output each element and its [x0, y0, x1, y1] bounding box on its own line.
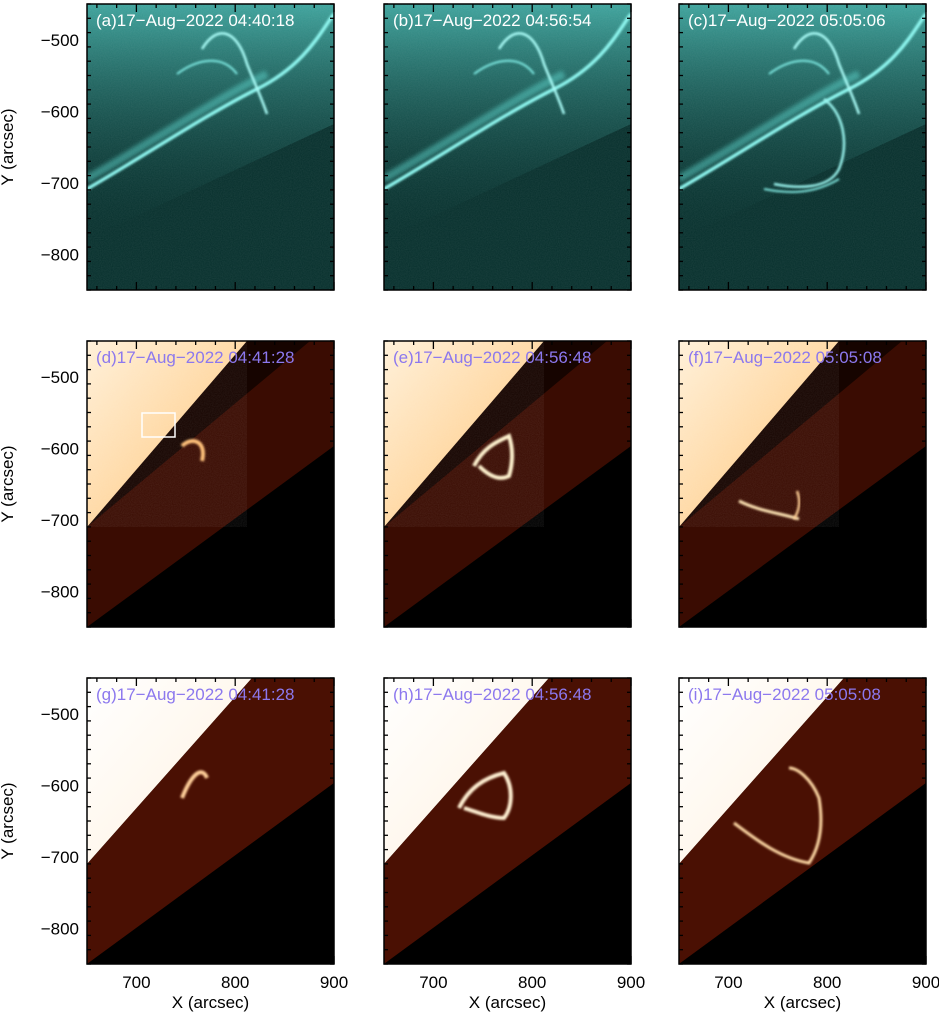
panel-axes: −500 −600 −700 −800 Y (arcsec) 700 800 900 X (ar… [0, 677, 348, 1012]
y-tick-label: −700 [41, 511, 79, 530]
panel-label: (d)17−Aug−2022 04:41:28 [96, 348, 295, 367]
outside-field [679, 446, 926, 627]
x-axis-label: X (arcsec) [172, 993, 249, 1012]
coronal-loop [200, 32, 269, 115]
noise-texture [87, 341, 247, 527]
outside-field [87, 446, 334, 627]
off-limb-region [384, 678, 631, 964]
outside-field [679, 783, 926, 964]
x-tick-label: 700 [419, 973, 447, 992]
region-box [141, 412, 176, 438]
x-axis-label: X (arcsec) [469, 993, 546, 1012]
flare-ribbon [180, 439, 205, 462]
panel-label: (a)17−Aug−2022 04:40:18 [96, 11, 295, 30]
prominence [180, 770, 209, 799]
image-panel: (a)17−Aug−2022 04:40:18 [86, 3, 335, 291]
panel-label: (i)17−Aug−2022 05:05:08 [688, 685, 881, 704]
image-panel: (h)17−Aug−2022 04:56:48 [383, 677, 632, 965]
noise-texture [679, 341, 839, 527]
panel-axes: −500 −600 −700 −800 Y (arcsec) [0, 3, 335, 291]
y-tick-label: −800 [41, 245, 79, 264]
image-panel: (b)17−Aug−2022 04:56:54 [383, 3, 632, 291]
erupting-loop [773, 98, 846, 189]
coronal-loop [176, 59, 238, 75]
erupting-loop [763, 178, 840, 193]
outside-field [87, 783, 334, 964]
panel-axes: 700 800 900 X (arcsec) [384, 677, 645, 1012]
outside-field [384, 783, 631, 964]
panel-axes [384, 340, 632, 628]
y-tick-label: −500 [41, 31, 79, 50]
image-panel: (i)17−Aug−2022 05:05:08 [678, 677, 927, 965]
panel-axes: 700 800 900 X (arcsec) [679, 677, 939, 1012]
x-tick-label: 800 [221, 973, 249, 992]
panel-label: (e)17−Aug−2022 04:56:48 [393, 348, 592, 367]
flare-ribbon [472, 433, 514, 480]
x-tick-label: 900 [617, 973, 645, 992]
x-tick-label: 700 [714, 973, 742, 992]
y-axis-label: Y (arcsec) [0, 782, 17, 859]
off-limb-region [679, 678, 926, 964]
x-tick-label: 700 [122, 973, 150, 992]
outside-field [384, 446, 631, 627]
y-tick-label: −600 [41, 439, 79, 458]
flare-ribbon [792, 490, 801, 520]
limb-line [384, 12, 631, 191]
y-tick-label: −700 [41, 848, 79, 867]
panel-label: (h)17−Aug−2022 04:56:48 [393, 685, 592, 704]
limb-line [87, 12, 334, 191]
y-tick-label: −800 [41, 582, 79, 601]
coronal-loop [768, 59, 830, 75]
panel-axes [384, 3, 632, 291]
x-tick-label: 800 [518, 973, 546, 992]
image-panel: (g)17−Aug−2022 04:41:28 [86, 677, 335, 965]
image-panel: (f)17−Aug−2022 05:05:08 [678, 340, 927, 628]
y-tick-label: −600 [41, 102, 79, 121]
image-panel: (e)17−Aug−2022 04:56:48 [383, 340, 632, 628]
limb-glow [87, 70, 269, 183]
panel-label: (b)17−Aug−2022 04:56:54 [393, 11, 592, 30]
y-tick-label: −600 [41, 776, 79, 795]
limb-glow [384, 70, 566, 183]
limb-glow [679, 70, 861, 183]
noise-texture [679, 4, 926, 290]
image-panel: (d)17−Aug−2022 04:41:28 [86, 340, 335, 628]
coronal-loop [497, 32, 566, 115]
panel-axes: −500 −600 −700 −800 Y (arcsec) [0, 340, 335, 628]
off-limb-region [87, 678, 334, 964]
x-tick-label: 900 [912, 973, 939, 992]
y-tick-label: −800 [41, 919, 79, 938]
coronal-loop [792, 32, 861, 115]
x-tick-label: 900 [320, 973, 348, 992]
panel-label: (g)17−Aug−2022 04:41:28 [96, 685, 295, 704]
y-tick-label: −500 [41, 368, 79, 387]
prominence [733, 766, 823, 865]
coronal-loop [473, 59, 535, 75]
y-axis-label: Y (arcsec) [0, 108, 17, 185]
x-axis-label: X (arcsec) [764, 993, 841, 1012]
x-tick-label: 800 [813, 973, 841, 992]
y-tick-label: −500 [41, 705, 79, 724]
panel-label: (f)17−Aug−2022 05:05:08 [688, 348, 882, 367]
noise-texture [384, 341, 544, 527]
noise-texture [384, 4, 631, 290]
image-panel: (c)17−Aug−2022 05:05:06 [678, 3, 927, 291]
limb-line [679, 12, 926, 191]
panel-axes [679, 340, 927, 628]
noise-texture [87, 4, 334, 290]
y-axis-label: Y (arcsec) [0, 445, 17, 522]
y-tick-label: −700 [41, 174, 79, 193]
prominence [457, 770, 513, 821]
panel-label: (c)17−Aug−2022 05:05:06 [688, 11, 886, 30]
panel-axes [679, 3, 927, 291]
